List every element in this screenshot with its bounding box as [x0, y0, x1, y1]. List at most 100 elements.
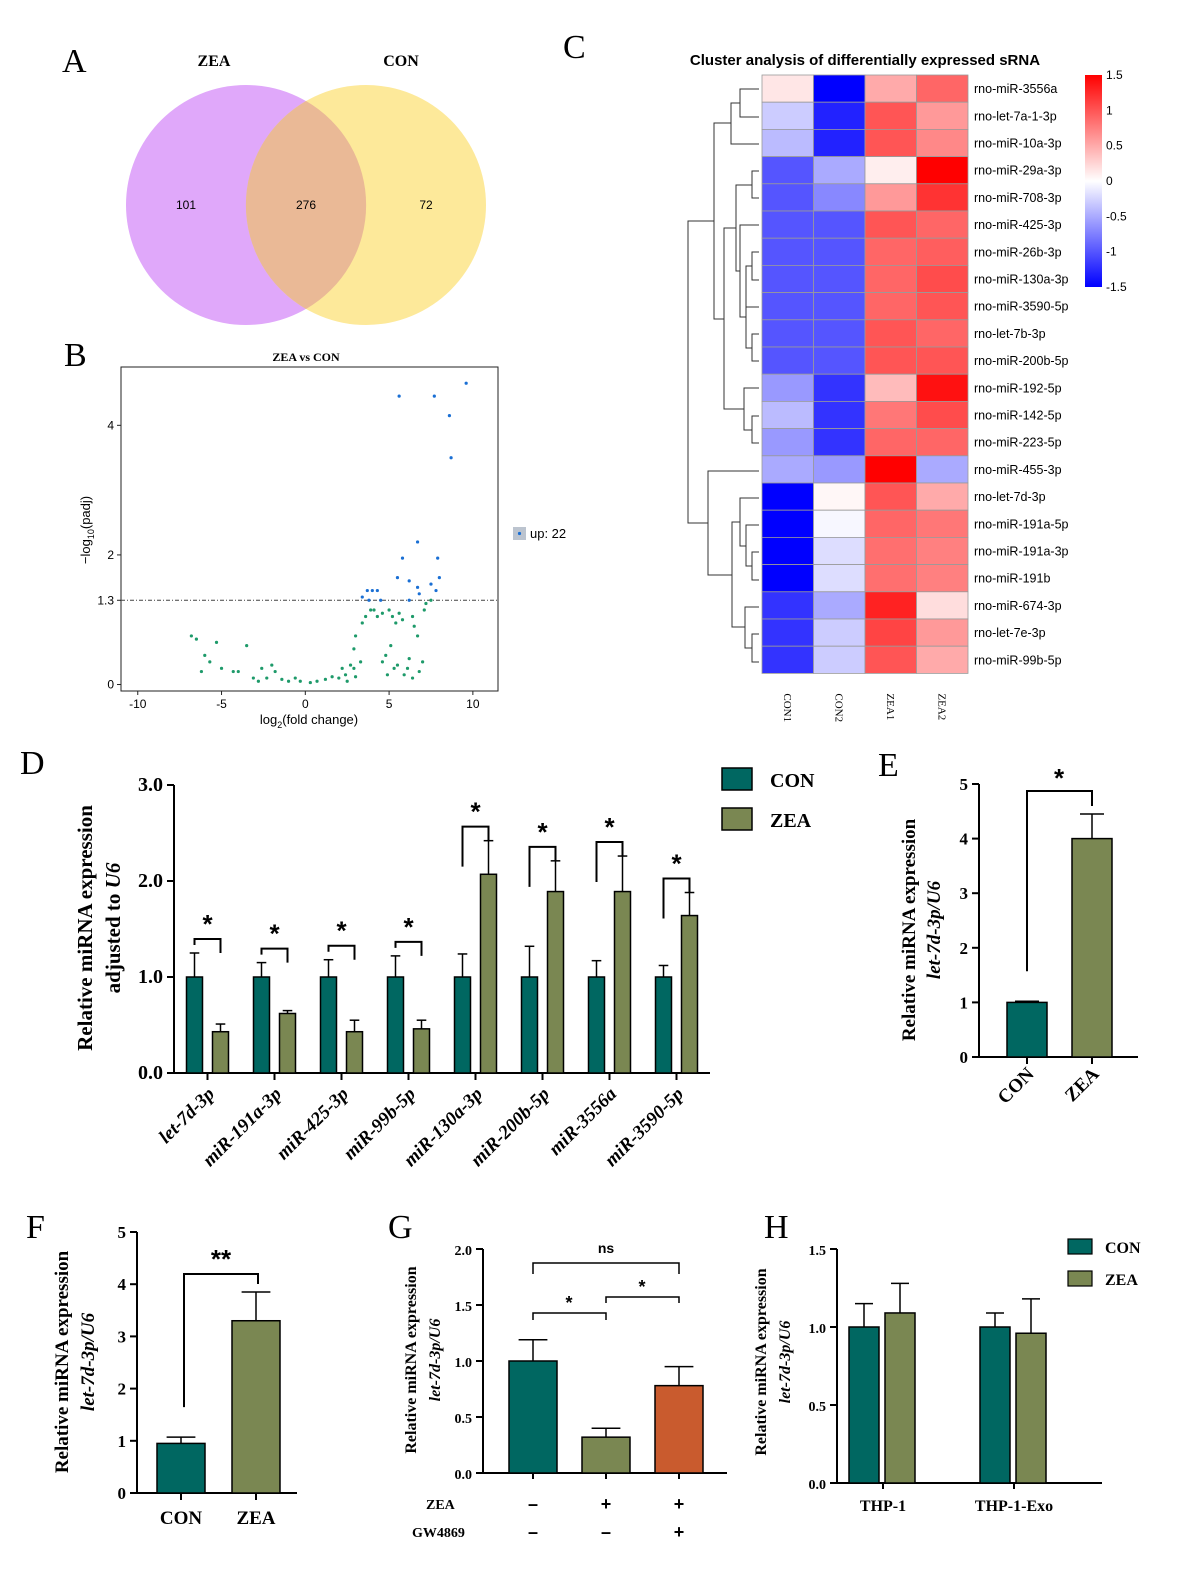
heatmap-cell: [813, 264, 866, 293]
volcano-point-ns: [298, 679, 302, 683]
panel-g-bracket-ns: [532, 1262, 680, 1274]
panel-h-zea-bar: [1015, 1332, 1047, 1484]
heatmap-cell: [761, 509, 814, 538]
volcano-point-up: [365, 588, 369, 593]
volcano-y-tick-label: 2: [107, 548, 114, 562]
panel-d-con-bar: [520, 976, 539, 1074]
heatmap-row-label: rno-miR-455-3p: [974, 463, 1062, 477]
panel-h-legend-swatch-con: [1067, 1238, 1093, 1255]
volcano-point-ns: [315, 679, 319, 683]
heatmap-cell: [864, 428, 917, 457]
panel-f-y-tick-label: 4: [118, 1275, 127, 1294]
heatmap-cell: [864, 237, 917, 266]
heatmap-row-label: rno-miR-99b-5p: [974, 653, 1062, 667]
heatmap-cell: [761, 346, 814, 375]
heatmap-row-label: rno-miR-425-3p: [974, 218, 1062, 232]
panel-e-y-tick-label: 2: [960, 939, 969, 958]
heatmap-row-label: rno-miR-200b-5p: [974, 354, 1069, 368]
volcano-point-ns: [359, 660, 363, 664]
panel-d: D Relative miRNA expression adjusted to …: [20, 745, 815, 1171]
panel-d-con-bar: [386, 976, 405, 1074]
volcano-point-ns: [353, 675, 358, 679]
heatmap-cell: [864, 319, 917, 348]
panel-h-con-bar: [848, 1326, 880, 1484]
heatmap-cell: [864, 373, 917, 402]
panel-f-y-tick-label: 3: [118, 1327, 127, 1346]
heatmap-colorbar-label: -1.5: [1106, 280, 1127, 294]
panel-d-zea-bar: [211, 1030, 230, 1074]
panel-g: G Relative miRNA expression let-7d-3p/U6…: [388, 1209, 727, 1542]
volcano-y-tick-label: 0: [107, 678, 114, 692]
volcano-point-up: [367, 598, 371, 602]
heatmap-row-label: rno-miR-708-3p: [974, 191, 1062, 205]
volcano-point-ns: [390, 614, 395, 619]
volcano-point-ns: [417, 669, 421, 674]
panel-g-bracket-con-zea: [532, 1312, 607, 1320]
heatmap-row-label: rno-let-7a-1-3p: [974, 109, 1057, 123]
heatmap-cell: [813, 591, 866, 620]
volcano-point-up: [379, 598, 383, 602]
heatmap-column-label: ZEA1: [884, 693, 896, 720]
panel-e: E Relative miRNA expression let-7d-3p/U6…: [878, 747, 1138, 1108]
volcano-point-ns: [340, 666, 344, 670]
panel-g-label-ns: ns: [598, 1240, 615, 1256]
heatmap-cell: [916, 455, 969, 484]
heatmap-cell: [813, 564, 866, 593]
panel-f-con-bar: [156, 1442, 206, 1494]
volcano-point-ns: [380, 611, 384, 615]
heatmap-colorbar-label: 0: [1106, 174, 1113, 188]
heatmap-cell: [761, 74, 814, 103]
volcano-point-ns: [384, 653, 388, 657]
panel-g-star-con-zea: *: [565, 1293, 572, 1313]
panel-d-sig-star: *: [336, 916, 347, 946]
heatmap-row-labels: rno-miR-3556a rno-let-7a-1-3p rno-miR-10a-…: [974, 82, 1069, 667]
panel-d-sig-bracket: [528, 845, 557, 887]
heatmap-cell: [761, 645, 814, 674]
panel-d-zea-bar: [479, 873, 498, 1074]
panel-e-con-bar: [1006, 1001, 1048, 1058]
heatmap-cell: [761, 128, 814, 157]
heatmap-column-label: CON2: [832, 693, 844, 722]
heatmap-cell: [761, 183, 814, 212]
heatmap-cell: [761, 264, 814, 293]
volcano-point-up: [395, 576, 400, 580]
panel-d-sig-star: *: [671, 849, 682, 879]
heatmap-row-label: rno-miR-130a-3p: [974, 273, 1069, 287]
volcano-point-ns: [410, 614, 415, 619]
heatmap-cell: [916, 428, 969, 457]
volcano-point-ns: [231, 669, 235, 674]
volcano-x-axis-label: log2(fold change): [260, 712, 358, 730]
heatmap-cell: [813, 455, 866, 484]
volcano-point-ns: [421, 660, 425, 664]
volcano-point-up: [429, 582, 433, 586]
panel-d-zea-bar: [546, 890, 565, 1074]
heatmap-row-label: rno-miR-191b: [974, 572, 1050, 586]
panel-h-x-tick-label: THP-1: [860, 1498, 906, 1515]
panel-d-legend-con: CON: [770, 770, 815, 792]
panel-f-y-tick-label: 1: [118, 1432, 127, 1451]
heatmap-cell: [916, 400, 969, 429]
heatmap-cell: [916, 618, 969, 647]
volcano-point-ns: [273, 669, 277, 674]
heatmap-cell: [916, 564, 969, 593]
panel-d-sig-star: *: [202, 909, 213, 939]
panel-d-y-tick-label: 2.0: [138, 870, 163, 892]
panel-d-sig-star: *: [269, 919, 280, 949]
panel-letter-f: F: [26, 1209, 45, 1246]
panel-d-sig-bracket: [461, 825, 490, 867]
heatmap-cell: [864, 482, 917, 511]
panel-h-x-tick-label: THP-1-Exo: [975, 1498, 1053, 1515]
volcano-y-axis-label: −log10(padj): [78, 496, 96, 564]
volcano-x-tick-label: 0: [302, 697, 309, 711]
heatmap-cell: [813, 183, 866, 212]
panel-d-zea-bar: [278, 1012, 297, 1074]
panel-f-y-axis-label-2: let-7d-3p/U6: [78, 1312, 99, 1411]
volcano-point-up: [397, 394, 401, 398]
volcano-point-ns: [293, 676, 297, 680]
heatmap-cell: [916, 319, 969, 348]
heatmap-column-label: ZEA2: [935, 693, 947, 720]
heatmap-cell: [916, 183, 969, 212]
panel-d-legend-swatch-con: [721, 767, 753, 791]
panel-g-zea-treatment: +: [674, 1494, 685, 1514]
heatmap-cell: [813, 400, 866, 429]
